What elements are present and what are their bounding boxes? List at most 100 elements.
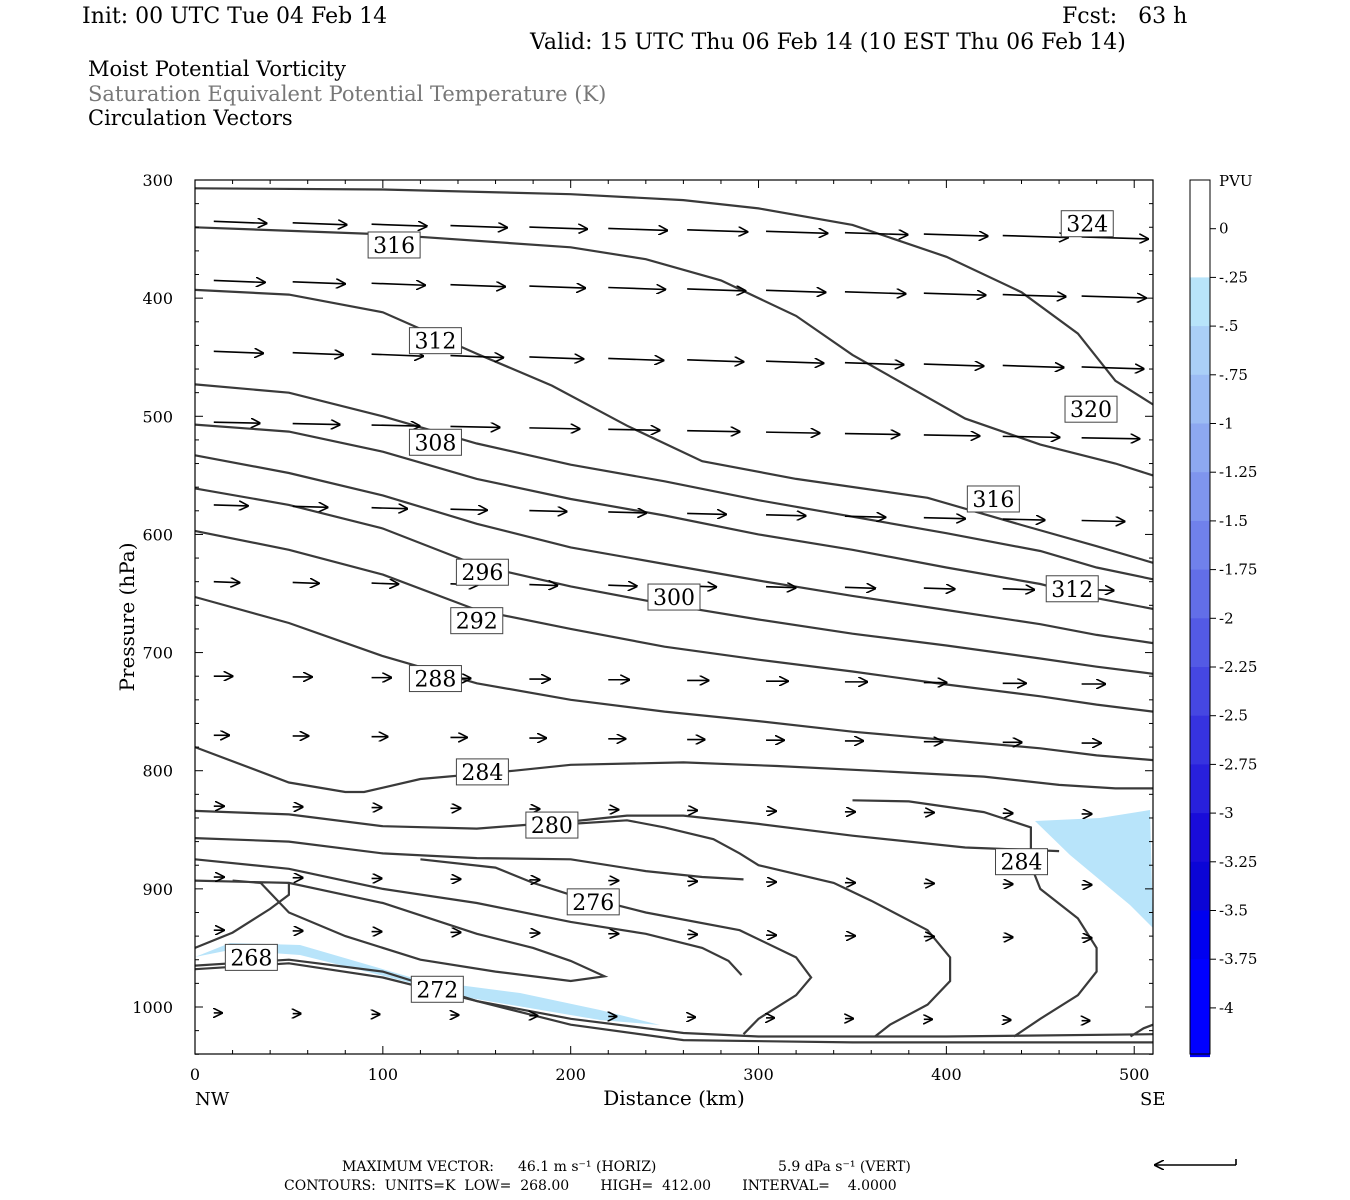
- max-vector-label: MAXIMUM VECTOR:: [342, 1159, 494, 1175]
- colorbar-label-4: -1: [1219, 415, 1234, 433]
- x-end-label-nw: NW: [195, 1089, 230, 1110]
- svg-text:276: 276: [572, 891, 614, 916]
- contour-line-2: [194, 288, 1154, 564]
- circulation-vector-4: [529, 227, 587, 229]
- contour-label-13: 284: [995, 848, 1049, 876]
- contour-label-0: 324: [1060, 210, 1114, 238]
- circulation-vector-15: [450, 285, 505, 287]
- circulation-vector-44: [844, 434, 900, 435]
- pv-colorbar: 0 -.25 -.5 -.75 -1 -1.25 -1.5 -1.75 -2 -2.25 -2.5 -…: [1189, 179, 1257, 1058]
- contour-line-15: [194, 958, 1153, 1044]
- circulation-vector-30: [687, 360, 743, 362]
- colorbar-label-6: -1.5: [1219, 512, 1248, 530]
- colorbar-label-14: -3.5: [1219, 902, 1248, 920]
- plot-frame: [194, 179, 1154, 1055]
- y-tick-label-4: 700: [142, 644, 173, 663]
- circulation-vector-53: [608, 512, 646, 513]
- circulation-vector-61: [292, 582, 319, 583]
- circulation-vector-31: [766, 361, 823, 363]
- contour-line-10: [194, 809, 1060, 853]
- circulation-vector-42: [687, 431, 739, 432]
- circulation-vector-64: [529, 585, 557, 586]
- title-moist-pv: Moist Potential Vorticity: [88, 57, 346, 81]
- contour-line-0: [194, 187, 1154, 406]
- circulation-vector-36: [213, 422, 260, 423]
- circulation-vector-41: [608, 429, 659, 430]
- colorbar-unit: PVU: [1219, 172, 1253, 190]
- circulation-vector-23: [1081, 296, 1146, 298]
- colorbar-label-16: -4: [1219, 999, 1234, 1017]
- max-vector-horiz: 46.1 m s⁻¹ (HORIZ): [518, 1159, 656, 1175]
- circulation-vector-10: [1002, 236, 1068, 238]
- circulation-vector-1: [292, 223, 347, 225]
- colorbar-label-5: -1.25: [1219, 463, 1257, 481]
- contour-line-11: [194, 837, 744, 881]
- colorbar-label-1: -.25: [1219, 268, 1248, 286]
- circulation-vector-55: [766, 515, 806, 516]
- init-time: Init: 00 UTC Tue 04 Feb 14: [82, 4, 388, 29]
- circulation-vector-19: [766, 290, 825, 292]
- circulation-vector-39: [450, 426, 499, 427]
- contour-label-11: 284: [455, 758, 509, 786]
- circulation-vector-32: [844, 363, 904, 365]
- svg-text:284: 284: [1001, 851, 1043, 876]
- circulation-vector-68: [844, 587, 875, 588]
- svg-text:316: 316: [972, 488, 1014, 513]
- circulation-vector-47: [1081, 438, 1140, 439]
- y-tick-label-2: 500: [142, 407, 173, 426]
- colorbar-label-7: -1.75: [1219, 561, 1257, 579]
- circulation-vector-25: [292, 353, 343, 355]
- circulation-vector-17: [608, 288, 665, 290]
- y-tick-label-3: 600: [142, 525, 173, 544]
- circulation-vector-26: [371, 354, 424, 356]
- svg-text:312: 312: [1051, 578, 1093, 603]
- colorbar-label-11: -2.75: [1219, 755, 1257, 773]
- forecast-hour: Fcst: 63 h: [1062, 4, 1188, 29]
- x-tick-label-4: 400: [931, 1065, 962, 1084]
- contour-line-9: [194, 746, 1153, 794]
- circulation-vector-34: [1002, 365, 1064, 367]
- circulation-vector-65: [608, 585, 637, 586]
- colorbar-label-15: -3.75: [1219, 950, 1257, 968]
- circulation-vector-12: [213, 280, 265, 282]
- circulation-vector-9: [923, 234, 988, 236]
- circulation-vector-7: [766, 231, 827, 233]
- contour-label-7: 312: [1045, 575, 1099, 603]
- x-tick-label-1: 100: [368, 1065, 399, 1084]
- circulation-vector-50: [371, 508, 408, 509]
- circulation-vector-0: [213, 221, 267, 223]
- contour-label-4: 308: [408, 428, 462, 456]
- contour-label-14: 276: [566, 888, 620, 916]
- contour-line-17: [420, 858, 813, 1035]
- contour-label-2: 312: [408, 327, 462, 355]
- svg-text:324: 324: [1066, 213, 1108, 238]
- circulation-vector-56: [844, 516, 885, 517]
- y-tick-label-0: 300: [142, 171, 173, 190]
- valid-time: Valid: 15 UTC Thu 06 Feb 14 (10 EST Thu …: [530, 30, 1126, 55]
- circulation-vector-60: [213, 582, 240, 583]
- circulation-vector-51: [450, 509, 486, 510]
- svg-text:292: 292: [456, 610, 498, 635]
- contour-line-13: [194, 879, 609, 983]
- circulation-vector-35: [1081, 367, 1144, 369]
- circulation-vector-6: [687, 230, 747, 232]
- svg-text:280: 280: [531, 814, 573, 839]
- y-tick-label-7: 1000: [132, 998, 173, 1017]
- contour-label-6: 296: [455, 558, 509, 586]
- contour-label-9: 292: [450, 607, 504, 635]
- circulation-vector-43: [766, 432, 819, 433]
- circulation-vector-8: [844, 233, 908, 235]
- circulation-vector-18: [687, 289, 745, 291]
- circulation-vector-48: [213, 505, 248, 506]
- x-end-label-se: SE: [1140, 1089, 1165, 1110]
- title-theta-es: Saturation Equivalent Potential Temperat…: [88, 82, 607, 106]
- svg-text:320: 320: [1070, 398, 1112, 423]
- circulation-vector-33: [923, 364, 984, 366]
- y-axis-label: Pressure (hPa): [115, 543, 139, 692]
- contour-line-20: [1129, 1023, 1154, 1038]
- svg-text:300: 300: [653, 586, 695, 611]
- contour-label-8: 300: [647, 583, 701, 611]
- svg-text:308: 308: [414, 431, 456, 456]
- circulation-vector-5: [608, 228, 667, 230]
- contour-line-7: [194, 529, 1154, 713]
